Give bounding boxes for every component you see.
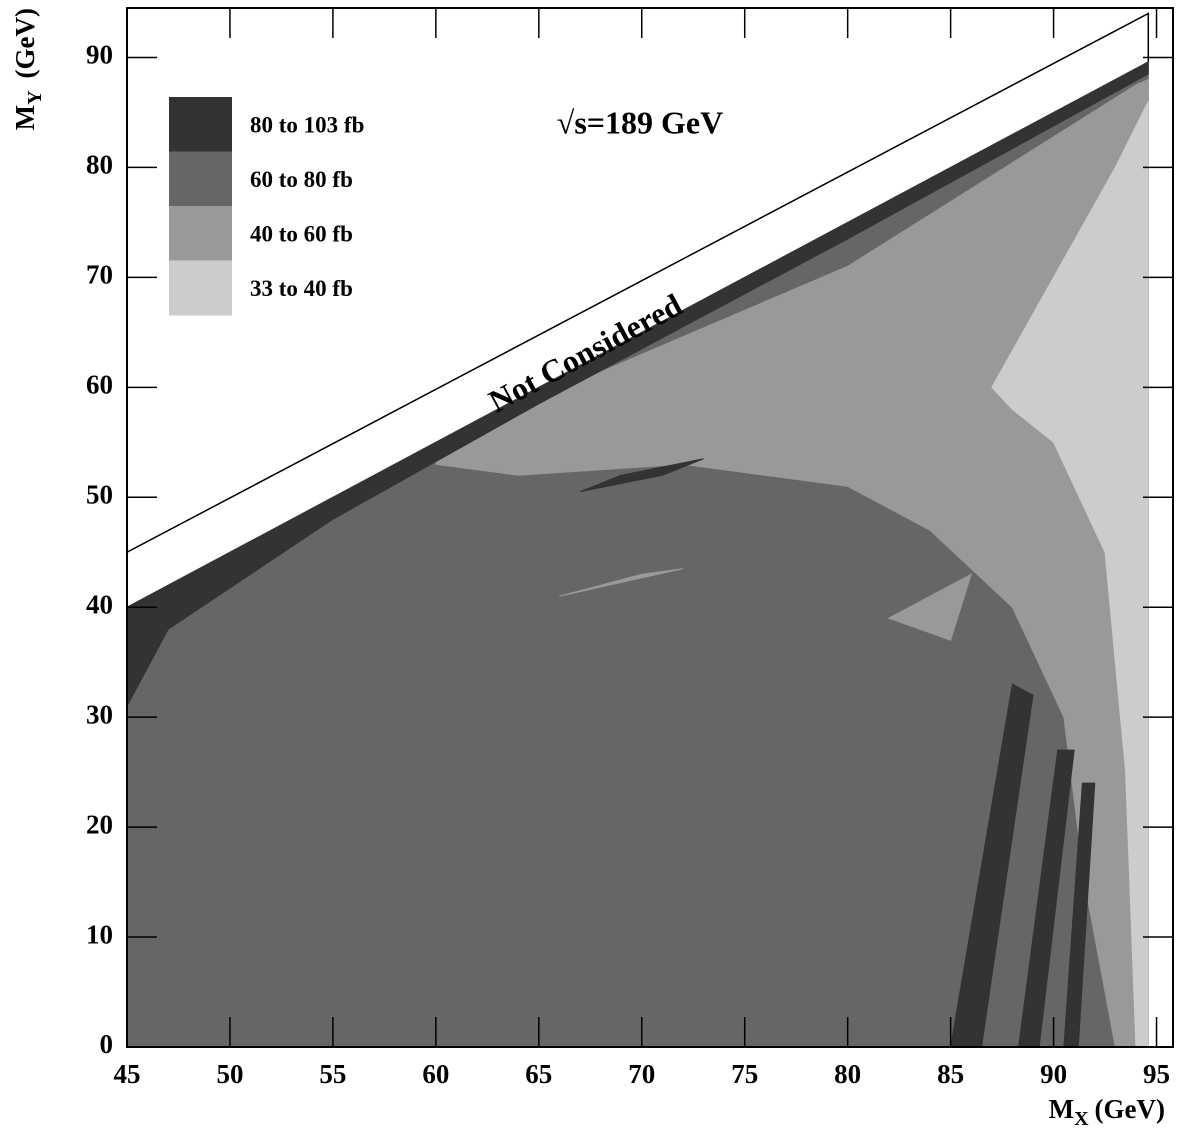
legend-swatch <box>169 260 232 316</box>
legend-label: 80 to 103 fb <box>250 112 364 137</box>
x-tick-label: 75 <box>731 1059 758 1089</box>
contour-region <box>435 78 1149 1048</box>
x-tick-label: 55 <box>319 1059 346 1089</box>
y-axis-title: MY (GeV) <box>10 8 45 130</box>
legend-swatch <box>169 97 232 152</box>
y-tick-label: 40 <box>86 589 113 619</box>
y-tick-label: 70 <box>86 260 113 290</box>
y-tick-label: 60 <box>86 370 113 400</box>
x-axis-subscript: X <box>1074 1108 1089 1130</box>
x-tick-label: 95 <box>1143 1059 1170 1089</box>
legend-label: 40 to 60 fb <box>250 221 353 246</box>
x-axis-unit: (GeV) <box>1095 1094 1165 1124</box>
y-axis-symbol: M <box>10 105 40 130</box>
legend-label: 60 to 80 fb <box>250 167 353 192</box>
plot-frame <box>126 7 1174 1048</box>
y-axis-subscript: Y <box>24 90 46 105</box>
contour-regions <box>126 61 1149 1048</box>
contour-region <box>559 568 684 597</box>
y-tick-label: 0 <box>100 1029 114 1059</box>
x-tick-label: 50 <box>216 1059 243 1089</box>
x-tick-label: 85 <box>937 1059 964 1089</box>
y-tick-label: 30 <box>86 699 113 729</box>
legend-swatch <box>169 151 232 207</box>
contour-region <box>126 61 1149 707</box>
x-tick-label: 45 <box>114 1059 141 1089</box>
y-tick-label: 50 <box>86 479 113 509</box>
kinematic-boundary <box>126 12 1150 553</box>
y-tick-label: 10 <box>86 919 113 949</box>
x-tick-label: 70 <box>628 1059 655 1089</box>
x-tick-label: 90 <box>1040 1059 1067 1089</box>
x-tick-label: 60 <box>422 1059 449 1089</box>
y-axis-unit: (GeV) <box>10 8 40 78</box>
legend-swatch <box>169 206 232 261</box>
y-tick-label: 80 <box>86 150 113 180</box>
legend-label: 33 to 40 fb <box>250 276 353 301</box>
contour-region <box>579 458 704 493</box>
x-axis-symbol: M <box>1049 1094 1074 1124</box>
x-tick-label: 65 <box>525 1059 552 1089</box>
x-axis-title: MX (GeV) <box>1049 1094 1165 1129</box>
annotation: √s=189 GeV <box>557 104 723 140</box>
y-tick-label: 20 <box>86 809 113 839</box>
y-tick-label: 90 <box>86 40 113 70</box>
contour-region <box>887 573 973 641</box>
x-tick-label: 80 <box>834 1059 861 1089</box>
